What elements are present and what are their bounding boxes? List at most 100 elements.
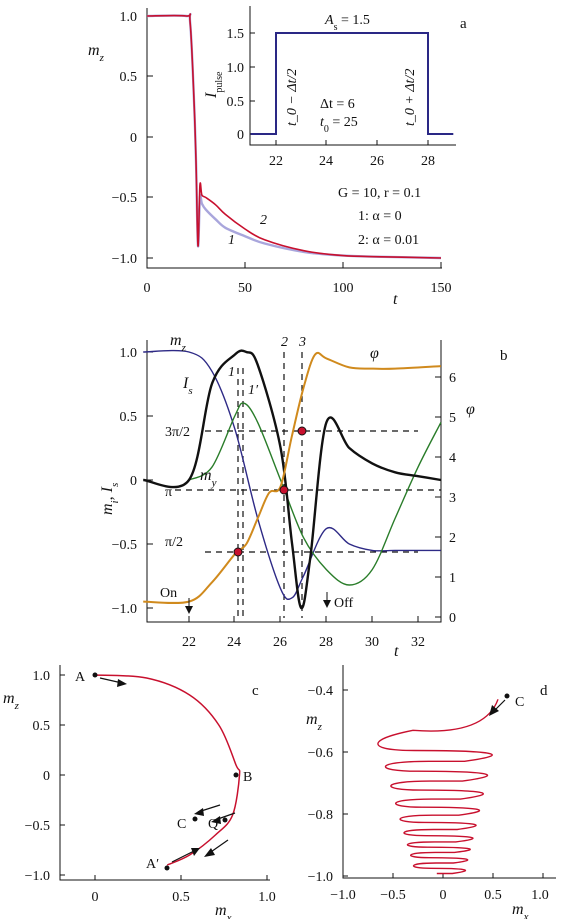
panel-c-point-B xyxy=(233,772,239,778)
panel-b-marker-pi xyxy=(279,485,289,495)
panel-b: 1.0 0.5 0 −0.5 −1.0 6 5 4 3 2 1 0 22 24 … xyxy=(99,332,508,660)
inset-center-label: t0 = 25 xyxy=(320,115,358,135)
panel-b-on-arrow xyxy=(185,598,193,614)
panel-b-ylabel-left: mi, Is xyxy=(99,483,121,515)
inset-right-edge-label: t_0 + Δt/2 xyxy=(403,69,418,126)
panel-b-label-my: my xyxy=(200,467,217,489)
panel-a-xtick-label: 50 xyxy=(238,281,252,296)
panel-c-letter: c xyxy=(252,683,259,699)
panel-a-ytick-label: −0.5 xyxy=(112,191,137,206)
panel-b-ylabel-right: φ xyxy=(466,401,475,418)
panel-d-xtick-label: 0 xyxy=(440,888,447,903)
panel-a-xtick-label: 100 xyxy=(333,281,354,296)
panel-b-xtick-label: 26 xyxy=(273,635,287,650)
panel-b-label-on: On xyxy=(160,586,177,601)
panel-c-label-A: A xyxy=(75,670,86,685)
panel-d-point-C xyxy=(504,693,510,699)
panel-a-ytick-label: 0 xyxy=(130,131,137,146)
panel-b-ytick-label: −1.0 xyxy=(112,602,137,617)
inset-ylabel: Ipulse xyxy=(203,71,225,99)
panel-c-xtick-label: 1.0 xyxy=(258,890,276,905)
inset-ytick-label: 1.5 xyxy=(227,27,245,42)
panel-c-xtick-label: 0.5 xyxy=(172,890,190,905)
inset-ytick-label: 1.0 xyxy=(227,61,245,76)
panel-b-label-1: 1 xyxy=(228,365,235,380)
panel-b-label-2: 2 xyxy=(281,335,288,350)
inset-amplitude-label: As = 1.5 xyxy=(324,13,370,33)
inset-left-edge-label: t_0 − Δt/2 xyxy=(285,69,300,126)
panel-d-yticks xyxy=(343,689,348,877)
panel-b-label-3: 3 xyxy=(298,335,306,350)
panel-b-y2tick-label: 1 xyxy=(449,571,456,586)
panel-b-xtick-label: 32 xyxy=(411,635,425,650)
panel-c-point-Ap xyxy=(164,865,170,871)
panel-c-xlabel: mx xyxy=(215,902,232,919)
panel-d-xtick-label: 0.5 xyxy=(484,888,502,903)
panel-c-arrow-lower xyxy=(204,839,229,857)
panel-c-arrow-Ap xyxy=(171,848,200,863)
panel-c-frame xyxy=(59,665,270,881)
panel-b-marker-3pi2 xyxy=(297,426,307,436)
panel-c-ylabel: mz xyxy=(3,690,20,712)
panel-b-xtick-label: 24 xyxy=(227,635,241,650)
panel-c-trajectory-line xyxy=(94,674,241,866)
panel-c-ytick-label: 0.5 xyxy=(33,719,51,734)
inset-xtick-label: 26 xyxy=(370,154,384,169)
panel-b-label-1p: 1′ xyxy=(248,383,259,398)
panel-c-ytick-label: 1.0 xyxy=(33,669,51,684)
panel-c-label-C: C xyxy=(177,817,186,832)
panel-d-letter: d xyxy=(540,683,548,699)
inset-ytick-label: 0.5 xyxy=(227,95,245,110)
inset-pulse-line xyxy=(250,32,454,135)
panel-a-xtick-label: 0 xyxy=(144,281,151,296)
panel-b-ytick-label: 1.0 xyxy=(120,346,138,361)
panel-b-label-is: Is xyxy=(182,375,193,397)
panel-b-letter: b xyxy=(500,348,508,364)
panel-b-xtick-label: 30 xyxy=(365,635,379,650)
panel-c-arrow-A xyxy=(99,677,127,687)
panel-b-xtick-label: 28 xyxy=(319,635,333,650)
panel-b-yticks-right xyxy=(435,376,441,618)
inset-xtick-label: 24 xyxy=(319,154,333,169)
panel-c-ytick-label: −0.5 xyxy=(25,819,50,834)
panel-d-ytick-label: −0.8 xyxy=(308,808,333,823)
panel-a-xlabel: t xyxy=(393,291,398,308)
panel-a: 1.0 0.5 0 −0.5 −1.0 0 50 100 150 mz t a … xyxy=(88,6,467,308)
panel-b-xtick-label: 22 xyxy=(182,635,196,650)
panel-c-yticks xyxy=(60,674,65,876)
panel-d-xlabel: mx xyxy=(512,901,529,919)
panel-a-letter: a xyxy=(460,16,467,32)
panel-c-arrow-Q xyxy=(211,812,236,824)
panel-b-phi-line xyxy=(143,351,441,605)
panel-c-label-B: B xyxy=(243,770,252,785)
panel-d-trajectory-line xyxy=(377,699,499,875)
panel-b-label-pi2: π/2 xyxy=(165,535,183,550)
panel-c: 1.0 0.5 0 −0.5 −1.0 0 0.5 1.0 mz mx c A … xyxy=(3,665,276,919)
panel-c-xticks xyxy=(94,875,268,880)
inset-yticks xyxy=(250,32,255,135)
panel-d-label-C: C xyxy=(515,695,524,710)
inset-xtick-label: 28 xyxy=(421,154,435,169)
inset-width-label: Δt = 6 xyxy=(320,97,355,112)
panel-c-arrow-C xyxy=(194,804,221,816)
panel-b-y2tick-label: 0 xyxy=(449,611,456,626)
panel-b-y2tick-label: 2 xyxy=(449,531,456,546)
panel-c-ytick-label: −1.0 xyxy=(25,869,50,884)
panel-d-ytick-label: −1.0 xyxy=(308,870,333,885)
panel-b-y2tick-label: 4 xyxy=(449,451,456,466)
panel-c-xtick-label: 0 xyxy=(92,890,99,905)
panel-b-label-pi: π xyxy=(165,485,172,500)
panel-c-label-Q: Q xyxy=(208,817,218,832)
panel-d-xticks xyxy=(342,873,544,878)
panel-d: −0.4 −0.6 −0.8 −1.0 −1.0 −0.5 0 0.5 1.0 … xyxy=(306,665,556,919)
panel-c-point-C xyxy=(192,816,198,822)
panel-b-ytick-label: 0 xyxy=(130,474,137,489)
panel-b-my-line xyxy=(188,402,442,586)
panel-b-frame xyxy=(146,340,442,623)
panel-b-label-phi: φ xyxy=(370,345,379,362)
panel-a-curve-label-2: 2 xyxy=(260,213,267,228)
inset-xticks xyxy=(275,140,429,145)
panel-a-ytick-label: 1.0 xyxy=(120,10,138,25)
panel-a-legend-2: 2: α = 0.01 xyxy=(358,233,419,248)
